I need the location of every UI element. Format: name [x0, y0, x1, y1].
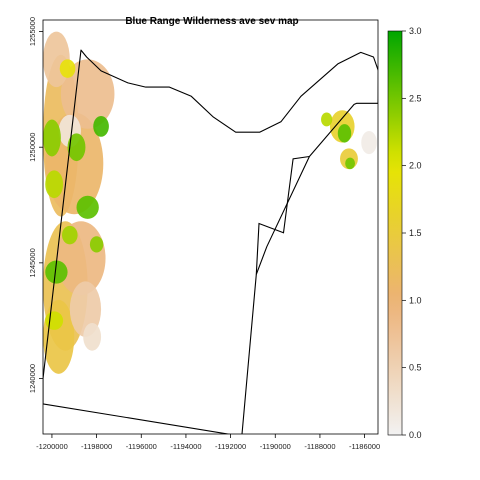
x-tick-label: -1186000 [349, 442, 380, 451]
severity-patch [76, 195, 99, 219]
x-tick-label: -1194000 [170, 442, 201, 451]
color-legend: 0.0 0.5 1.0 1.5 2.0 2.5 3.0 [387, 26, 422, 440]
y-tick-label: 1240000 [28, 364, 37, 393]
severity-patch [337, 124, 352, 143]
severity-patch [93, 115, 109, 137]
severity-patch [89, 236, 104, 253]
severity-patch [321, 112, 333, 127]
legend-tick-label: 0.5 [409, 363, 422, 373]
legend-tick-label: 0.0 [409, 430, 422, 440]
severity-patch [45, 260, 68, 284]
x-tick-label: -1198000 [81, 442, 112, 451]
x-axis: -1200000 -1198000 -1196000 -1194000 -1192000… [36, 434, 380, 451]
legend-tick-label: 1.0 [409, 295, 422, 305]
severity-patch [345, 157, 355, 170]
plot-frame [42, 19, 379, 435]
severity-patch [361, 131, 377, 155]
y-tick-label: 1245000 [28, 248, 37, 277]
severity-raster [43, 31, 377, 374]
legend-colorbar [387, 30, 403, 436]
severity-patch [83, 322, 102, 351]
severity-patch [43, 119, 61, 157]
legend-tick-label: 2.0 [409, 161, 422, 171]
wilderness-boundary [43, 49, 378, 434]
severity-patch [59, 59, 76, 78]
legend-tick-label: 3.0 [409, 26, 422, 36]
y-tick-label: 1255000 [28, 17, 37, 46]
severity-patch [45, 170, 64, 199]
severity-patch [61, 225, 78, 245]
chart-title: Blue Range Wilderness ave sev map [125, 16, 298, 27]
y-axis: 1255000 1250000 1245000 1240000 [28, 17, 43, 393]
severity-patch [43, 31, 70, 88]
legend-tick-label: 2.5 [409, 93, 422, 103]
x-tick-label: -1196000 [126, 442, 157, 451]
severity-patch [45, 311, 64, 330]
x-tick-label: -1200000 [36, 442, 68, 451]
y-tick-label: 1250000 [28, 133, 37, 162]
boundary-outline [43, 49, 378, 434]
severity-patch [69, 281, 102, 337]
x-tick-label: -1192000 [215, 442, 246, 451]
x-tick-label: -1188000 [304, 442, 335, 451]
boundary-inner-line [255, 155, 310, 275]
x-tick-label: -1190000 [260, 442, 291, 451]
legend-tick-label: 1.5 [409, 228, 422, 238]
legend-ticks: 0.0 0.5 1.0 1.5 2.0 2.5 3.0 [402, 26, 422, 440]
severity-patch [67, 133, 86, 162]
